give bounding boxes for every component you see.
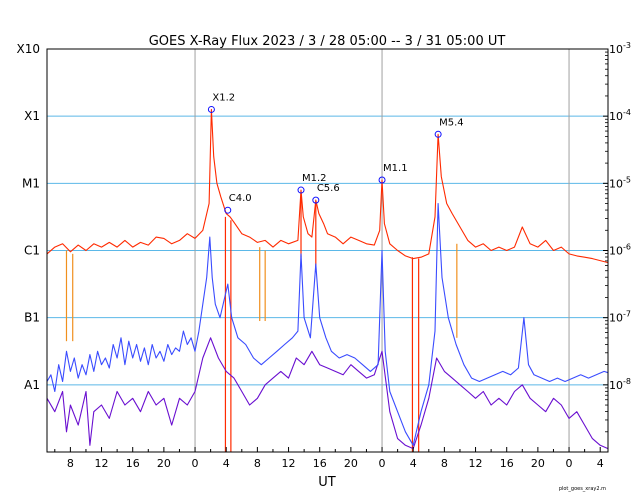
x-tick-label: 4	[410, 457, 417, 470]
flare-marker	[297, 186, 305, 194]
x-tick-label: 8	[254, 457, 261, 470]
right-tick-label: 10-8	[609, 377, 631, 392]
right-tick-label: 10-7	[609, 310, 631, 325]
x-tick-label: 0	[192, 457, 199, 470]
right-axis-ticks: 10-8 10-7 10-6 10-5 10-4 10-3	[603, 41, 631, 433]
x-tick-label: 20	[157, 457, 171, 470]
flare-marker	[224, 206, 232, 214]
x-axis-ticks: 8 12 16 20 0 4 8 12 16 20 0 4 8 12 16 20 0 4	[54, 447, 604, 470]
left-tick-label: C1	[24, 244, 40, 258]
series-line	[46, 108, 609, 264]
right-tick-exponent: -5	[623, 175, 631, 184]
flare-markers: X1.2 C4.0 M1.2C5.6 M1.1 M5.4	[207, 92, 464, 214]
right-tick-label: 10-3	[609, 41, 631, 56]
flare-label: M1.1	[383, 163, 408, 174]
footnote: plot_goes_xray2.m	[559, 486, 606, 492]
right-tick-exponent: -3	[623, 41, 631, 50]
flare-label: X1.2	[212, 92, 235, 103]
x-tick-label: 12	[282, 457, 296, 470]
x-tick-label: 8	[67, 457, 74, 470]
x-tick-label: 20	[344, 457, 358, 470]
flare-drop-lines	[65, 193, 458, 452]
flare-label: C4.0	[229, 193, 252, 204]
x-tick-label: 16	[500, 457, 514, 470]
series-line	[46, 337, 609, 450]
left-tick-label: B1	[24, 311, 40, 325]
left-tick-label: A1	[24, 378, 40, 392]
right-tick-label: 10-4	[609, 108, 631, 123]
series-line	[46, 202, 609, 446]
x-tick-label: 20	[531, 457, 545, 470]
x-tick-label: 0	[566, 457, 573, 470]
left-tick-label: X10	[17, 42, 41, 56]
flux-series	[46, 108, 609, 450]
left-tick-label: M1	[22, 176, 40, 190]
chart-title: GOES X-Ray Flux 2023 / 3 / 28 05:00 -- 3…	[149, 34, 506, 49]
x-tick-label: 4	[223, 457, 230, 470]
x-axis-label: UT	[318, 475, 336, 490]
x-tick-label: 12	[95, 457, 109, 470]
flare-marker	[434, 130, 442, 138]
flare-marker	[207, 105, 215, 113]
right-tick-exponent: -8	[623, 377, 631, 386]
flare-marker	[312, 196, 320, 204]
right-tick-label: 10-5	[609, 175, 631, 190]
x-tick-label: 16	[313, 457, 327, 470]
flare-label: C5.6	[317, 183, 340, 194]
right-tick-exponent: -6	[623, 243, 631, 252]
right-tick-exponent: -7	[623, 310, 631, 319]
flare-marker	[378, 176, 386, 184]
right-tick-exponent: -4	[623, 108, 631, 117]
right-tick-label: 10-6	[609, 243, 631, 258]
grid-lines	[47, 48, 608, 452]
x-tick-label: 16	[126, 457, 140, 470]
flare-label: M5.4	[439, 117, 464, 128]
left-axis-ticks: A1 B1 C1 M1 X1 X10	[17, 42, 41, 392]
x-tick-label: 4	[597, 457, 604, 470]
x-tick-label: 8	[441, 457, 448, 470]
x-tick-label: 0	[379, 457, 386, 470]
x-tick-label: 12	[469, 457, 483, 470]
left-tick-label: X1	[24, 109, 40, 123]
flare-label: M1.2	[302, 173, 327, 184]
